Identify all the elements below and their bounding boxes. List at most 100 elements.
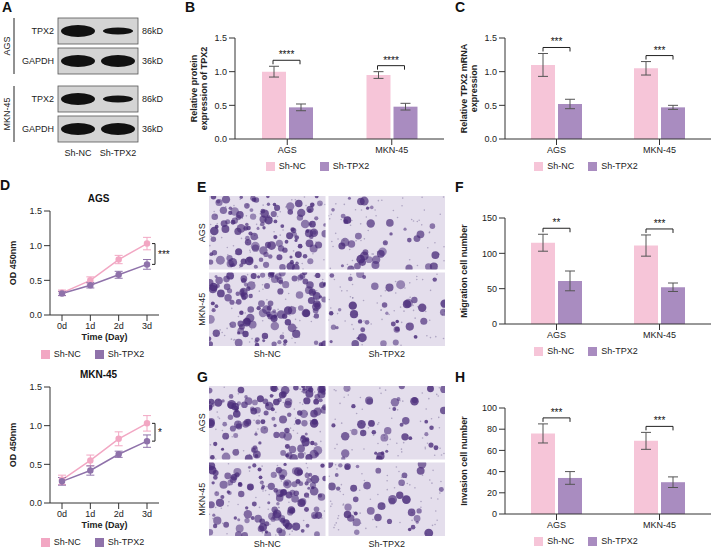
- svg-text:86kD: 86kD: [142, 26, 164, 36]
- svg-text:***: ***: [551, 407, 563, 418]
- svg-text:100: 100: [482, 249, 497, 259]
- svg-text:Relative protein: Relative protein: [189, 55, 199, 123]
- svg-text:50: 50: [487, 284, 497, 294]
- svg-text:Sh-TPX2: Sh-TPX2: [100, 148, 137, 158]
- svg-text:0: 0: [492, 509, 497, 519]
- html-text:D: D: [0, 177, 11, 193]
- svg-text:100: 100: [482, 403, 497, 413]
- svg-text:0.0: 0.0: [29, 498, 42, 508]
- svg-text:AGS: AGS: [547, 330, 566, 340]
- html-text:Sh-TPX2: Sh-TPX2: [332, 161, 370, 171]
- svg-text:1.0: 1.0: [214, 67, 227, 77]
- svg-text:***: ***: [654, 218, 666, 229]
- svg-text:Time (Day): Time (Day): [82, 332, 128, 342]
- svg-text:Sh-TPX2: Sh-TPX2: [368, 349, 405, 359]
- svg-text:GAPDH: GAPDH: [22, 124, 54, 134]
- svg-text:*: *: [158, 427, 162, 438]
- svg-text:20: 20: [487, 488, 497, 498]
- html-text:B: B: [185, 0, 196, 15]
- svg-text:OD 450nm: OD 450nm: [8, 423, 18, 468]
- svg-text:1.5: 1.5: [29, 382, 42, 392]
- svg-text:0.0: 0.0: [214, 134, 227, 144]
- svg-text:0.5: 0.5: [29, 276, 42, 286]
- html-text:AGS: AGS: [87, 193, 110, 204]
- svg-text:3d: 3d: [142, 321, 152, 331]
- svg-text:MKN-45: MKN-45: [375, 145, 408, 155]
- svg-text:36kD: 36kD: [142, 56, 164, 66]
- html-text:Sh-NC: Sh-NC: [53, 537, 81, 547]
- html-text:MKN-45: MKN-45: [79, 369, 118, 380]
- svg-text:AGS: AGS: [547, 145, 566, 155]
- svg-text:0: 0: [492, 319, 497, 329]
- svg-text:0d: 0d: [57, 509, 67, 519]
- svg-text:OD 450nm: OD 450nm: [8, 241, 18, 286]
- svg-text:1.0: 1.0: [29, 421, 42, 431]
- svg-text:A: A: [2, 0, 12, 15]
- svg-text:Sh-NC: Sh-NC: [64, 148, 92, 158]
- svg-text:***: ***: [158, 249, 170, 260]
- svg-text:MKN-45: MKN-45: [643, 330, 676, 340]
- svg-text:***: ***: [654, 415, 666, 426]
- svg-text:36kD: 36kD: [142, 124, 164, 134]
- svg-text:Sh-TPX2: Sh-TPX2: [368, 539, 405, 549]
- svg-text:MKN-45: MKN-45: [2, 97, 12, 130]
- svg-text:1d: 1d: [85, 321, 95, 331]
- svg-text:Relative TPX2 mRNA: Relative TPX2 mRNA: [459, 43, 469, 133]
- svg-text:***: ***: [654, 45, 666, 56]
- svg-text:1.5: 1.5: [29, 206, 42, 216]
- svg-text:0.5: 0.5: [214, 101, 227, 111]
- svg-text:40: 40: [487, 467, 497, 477]
- svg-text:E: E: [197, 180, 206, 195]
- html-text:C: C: [455, 0, 466, 15]
- svg-text:****: ****: [279, 49, 295, 60]
- html-text:Sh-NC: Sh-NC: [53, 349, 81, 359]
- svg-text:MKN-45: MKN-45: [643, 145, 676, 155]
- svg-text:MKN-45: MKN-45: [643, 520, 676, 530]
- html-text:H: H: [455, 369, 466, 385]
- svg-text:1.5: 1.5: [484, 33, 497, 43]
- html-text:Sh-TPX2: Sh-TPX2: [107, 349, 145, 359]
- svg-text:AGS: AGS: [278, 145, 297, 155]
- svg-text:expression of TPX2: expression of TPX2: [199, 47, 209, 131]
- svg-text:2d: 2d: [114, 321, 124, 331]
- svg-text:60: 60: [487, 446, 497, 456]
- svg-text:Invasion cell number: Invasion cell number: [459, 416, 469, 506]
- svg-text:Migration cell number: Migration cell number: [459, 224, 469, 318]
- svg-text:0.5: 0.5: [484, 101, 497, 111]
- svg-text:***: ***: [551, 36, 563, 47]
- svg-text:0.0: 0.0: [29, 310, 42, 320]
- svg-text:****: ****: [383, 55, 399, 66]
- svg-text:Sh-NC: Sh-NC: [254, 539, 282, 549]
- svg-text:86kD: 86kD: [142, 94, 164, 104]
- svg-text:AGS: AGS: [197, 223, 207, 242]
- svg-text:MKN-45: MKN-45: [197, 483, 207, 516]
- svg-text:80: 80: [487, 424, 497, 434]
- svg-text:3d: 3d: [142, 509, 152, 519]
- svg-text:TPX2: TPX2: [31, 94, 54, 104]
- svg-text:0d: 0d: [57, 321, 67, 331]
- html-text:Sh-NC: Sh-NC: [547, 161, 575, 171]
- svg-text:0.5: 0.5: [29, 460, 42, 470]
- html-text:Sh-NC: Sh-NC: [278, 161, 306, 171]
- svg-text:1.0: 1.0: [29, 241, 42, 251]
- svg-text:**: **: [553, 217, 561, 228]
- svg-text:AGS: AGS: [2, 36, 12, 55]
- svg-text:AGS: AGS: [197, 413, 207, 432]
- svg-text:1.5: 1.5: [214, 33, 227, 43]
- svg-text:GAPDH: GAPDH: [22, 56, 54, 66]
- svg-text:AGS: AGS: [547, 520, 566, 530]
- svg-text:Time (Day): Time (Day): [82, 520, 128, 530]
- svg-text:G: G: [197, 370, 208, 385]
- svg-text:0.0: 0.0: [484, 134, 497, 144]
- svg-text:TPX2: TPX2: [31, 26, 54, 36]
- html-text:Sh-TPX2: Sh-TPX2: [107, 537, 145, 547]
- svg-text:expression: expression: [469, 65, 479, 113]
- svg-text:1d: 1d: [85, 509, 95, 519]
- svg-text:MKN-45: MKN-45: [197, 293, 207, 326]
- svg-text:2d: 2d: [114, 509, 124, 519]
- svg-text:1.0: 1.0: [484, 67, 497, 77]
- html-text:Sh-NC: Sh-NC: [547, 346, 575, 356]
- svg-text:Sh-NC: Sh-NC: [254, 349, 282, 359]
- svg-text:150: 150: [482, 213, 497, 223]
- html-text:Sh-TPX2: Sh-TPX2: [601, 161, 638, 171]
